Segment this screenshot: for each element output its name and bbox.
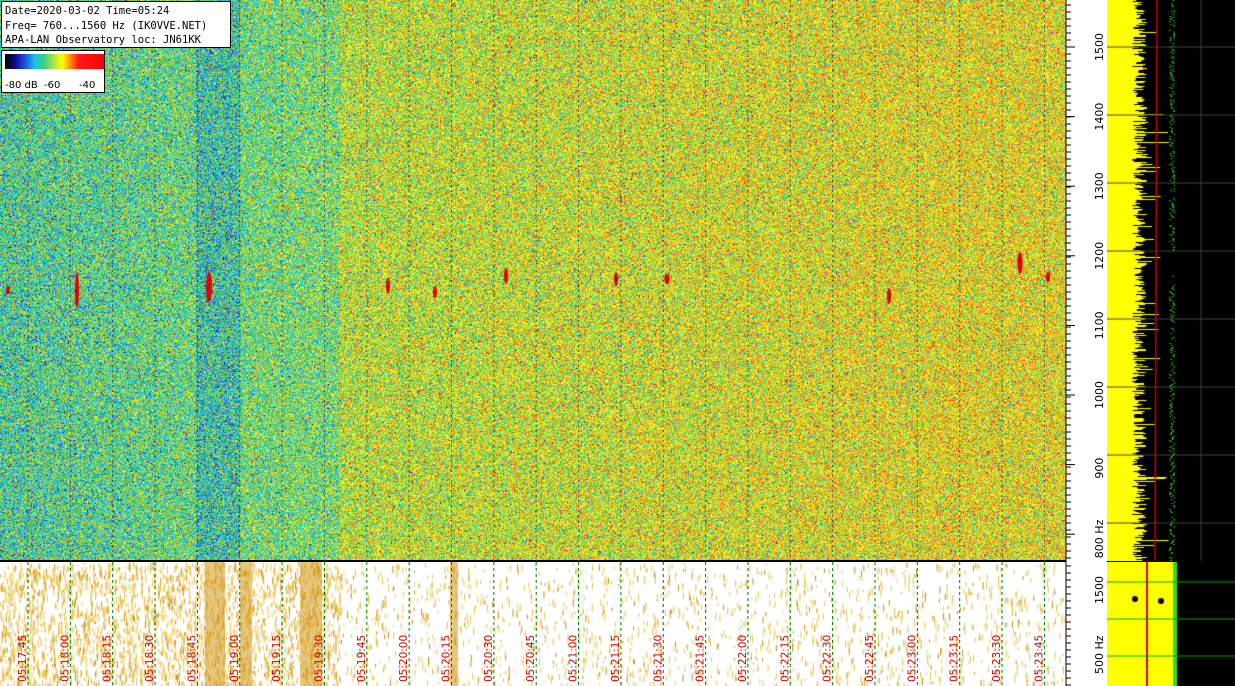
freq-tick-label: 1100 bbox=[1093, 311, 1106, 339]
time-tick-label: 05:18:15 bbox=[102, 635, 114, 682]
spectrum-panel-lower bbox=[1107, 562, 1235, 686]
time-tick-label: 05:21:15 bbox=[610, 635, 622, 682]
freq-tick-label: 1500 bbox=[1093, 33, 1106, 61]
time-tick-label: 05:19:00 bbox=[229, 635, 241, 682]
time-tick-label: 05:20:30 bbox=[483, 635, 495, 682]
color-scale: -80 dB -60 -40 bbox=[1, 50, 105, 93]
freq-tick-label: 800 Hz bbox=[1093, 519, 1106, 558]
time-tick-label: 05:23:30 bbox=[991, 635, 1003, 682]
time-tick-label: 05:19:45 bbox=[356, 635, 368, 682]
time-tick-label: 05:22:00 bbox=[737, 635, 749, 682]
time-tick-label: 05:19:15 bbox=[271, 635, 283, 682]
time-tick-label: 05:18:00 bbox=[59, 635, 71, 682]
freq-tick-label: 1300 bbox=[1093, 172, 1106, 200]
time-tick-label: 05:19:30 bbox=[313, 635, 325, 682]
color-scale-gradient bbox=[5, 54, 104, 69]
color-scale-max: -40 bbox=[79, 80, 96, 91]
time-tick-label: 05:18:30 bbox=[144, 635, 156, 682]
freq-range-text: Freq= 760...1560 Hz (IK0VVE.NET) bbox=[5, 19, 208, 32]
timeline-panel bbox=[0, 562, 1066, 686]
time-tick-label: 05:23:15 bbox=[949, 635, 961, 682]
spectrum-canvas-upper bbox=[1107, 0, 1235, 561]
time-tick-label: 05:22:45 bbox=[864, 635, 876, 682]
freq-tick-label: 1200 bbox=[1093, 242, 1106, 270]
time-tick-label: 05:20:15 bbox=[441, 635, 453, 682]
freq-axis-bg bbox=[1066, 0, 1107, 686]
time-tick-label: 05:17:45 bbox=[17, 635, 29, 682]
waterfall-panel bbox=[0, 0, 1066, 561]
time-tick-label: 05:23:00 bbox=[906, 635, 918, 682]
color-scale-min: -80 dB bbox=[5, 80, 38, 91]
freq-tick-label: 1000 bbox=[1093, 381, 1106, 409]
waterfall-canvas bbox=[0, 0, 1066, 561]
time-tick-label: 05:21:00 bbox=[568, 635, 580, 682]
freq-tick-label: 900 bbox=[1093, 458, 1106, 479]
time-tick-label: 05:22:30 bbox=[822, 635, 834, 682]
freq-tick-label: 1400 bbox=[1093, 103, 1106, 131]
spectrum-panel-upper bbox=[1107, 0, 1235, 561]
time-tick-label: 05:21:30 bbox=[652, 635, 664, 682]
time-tick-label: 05:22:15 bbox=[779, 635, 791, 682]
time-tick-label: 05:20:45 bbox=[525, 635, 537, 682]
spectrum-canvas-lower bbox=[1107, 562, 1235, 686]
observatory-text: APA-LAN Observatory loc: JN61KK bbox=[5, 34, 201, 46]
time-tick-label: 05:23:45 bbox=[1033, 635, 1045, 682]
info-box: Date=2020-03-02 Time=05:24 Freq= 760...1… bbox=[1, 1, 231, 48]
lower-freq-tick-label: 1500 bbox=[1093, 576, 1106, 604]
date-time-text: Date=2020-03-02 Time=05:24 bbox=[5, 5, 170, 17]
lower-freq-tick-label: 500 Hz bbox=[1093, 635, 1106, 674]
time-tick-label: 05:20:00 bbox=[398, 635, 410, 682]
time-tick-label: 05:21:45 bbox=[695, 635, 707, 682]
time-tick-label: 05:18:45 bbox=[186, 635, 198, 682]
color-scale-mid: -60 bbox=[44, 80, 61, 91]
timeline-canvas bbox=[0, 562, 1066, 686]
